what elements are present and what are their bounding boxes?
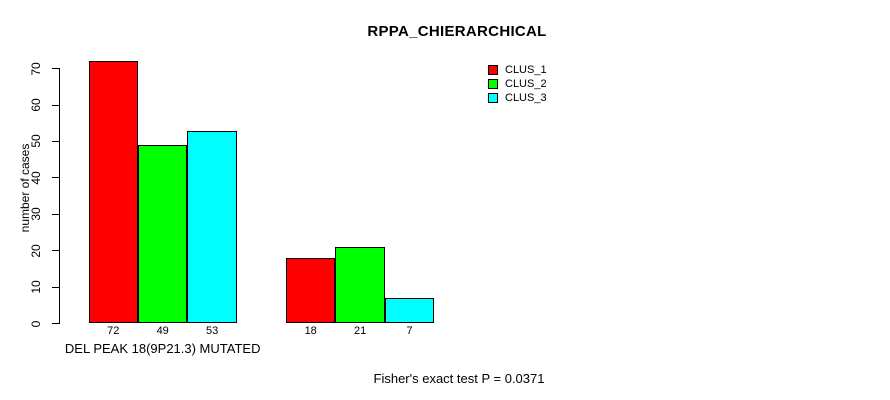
- annotation-fisher-test: Fisher's exact test P = 0.0371: [373, 371, 545, 386]
- legend-row-clus_3: CLUS_3: [488, 91, 547, 105]
- legend: CLUS_1 CLUS_2 CLUS_3: [488, 63, 547, 105]
- bar-clus_3-group1: [187, 130, 237, 324]
- legend-swatch-icon: [488, 65, 498, 75]
- bar-clus_3-group2: [384, 298, 435, 324]
- bar-value-label: 49: [156, 325, 169, 337]
- y-tick-label-text: 70: [29, 61, 43, 76]
- y-tick-label-text: 40: [29, 171, 43, 185]
- y-tick: [52, 250, 59, 252]
- y-tick-label-text: 10: [29, 280, 43, 294]
- legend-row-clus_1: CLUS_1: [488, 63, 547, 77]
- bar-value-label: 53: [205, 325, 219, 337]
- bar-clus_1-group2: [286, 257, 336, 324]
- x-axis-label: DEL PEAK 18(9P21.3) MUTATED: [64, 341, 261, 356]
- legend-label: CLUS_2: [505, 78, 547, 90]
- y-tick: [52, 140, 59, 142]
- legend-label: CLUS_3: [505, 92, 547, 104]
- y-tick: [52, 68, 59, 70]
- bar-value-label: 21: [353, 325, 367, 337]
- bar-clus_1-group1: [88, 61, 138, 324]
- legend-swatch-icon: [488, 93, 498, 103]
- y-tick-label-text: 30: [29, 207, 43, 221]
- y-tick: [52, 104, 59, 106]
- legend-swatch-icon: [488, 79, 498, 89]
- legend-label: CLUS_1: [505, 64, 547, 76]
- y-tick-label-text: 0: [29, 320, 43, 327]
- y-tick-label-text: 60: [29, 98, 43, 112]
- y-tick: [52, 286, 59, 288]
- bar-value-label: 7: [406, 325, 413, 337]
- y-tick: [52, 323, 59, 324]
- bar-clus_2-group2: [335, 247, 385, 324]
- bar-clus_2-group1: [138, 145, 188, 324]
- y-tick-label-text: 20: [29, 243, 43, 258]
- y-tick: [52, 177, 59, 179]
- bar-value-label: 72: [107, 325, 120, 337]
- bar-value-label: 18: [304, 325, 317, 337]
- chart-title: RPPA_CHIERARCHICAL: [367, 23, 547, 40]
- y-tick-label-text: 50: [29, 134, 43, 149]
- y-tick: [52, 213, 59, 215]
- y-axis-line: [59, 68, 60, 324]
- legend-row-clus_2: CLUS_2: [488, 77, 547, 91]
